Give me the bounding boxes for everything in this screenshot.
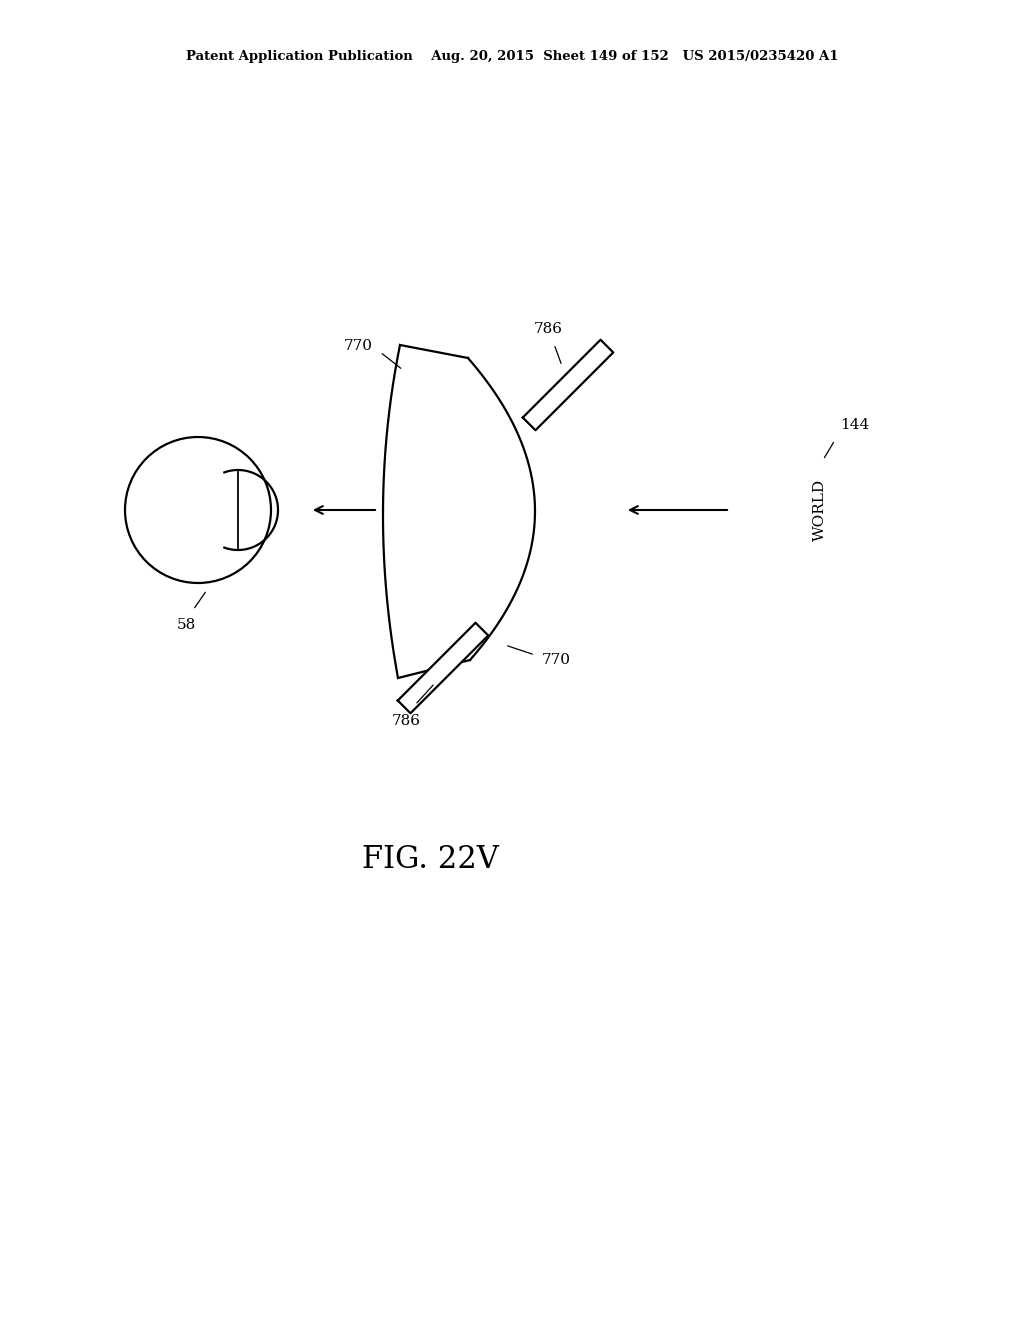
Text: WORLD: WORLD: [813, 479, 827, 541]
Text: 58: 58: [176, 618, 196, 632]
Text: 770: 770: [542, 653, 571, 667]
Polygon shape: [522, 339, 613, 430]
Text: Patent Application Publication    Aug. 20, 2015  Sheet 149 of 152   US 2015/0235: Patent Application Publication Aug. 20, …: [185, 50, 839, 63]
Text: 786: 786: [534, 322, 562, 337]
Text: 144: 144: [840, 418, 869, 432]
Polygon shape: [397, 623, 488, 713]
Text: 786: 786: [391, 714, 421, 729]
Text: 770: 770: [344, 339, 373, 352]
Text: FIG. 22V: FIG. 22V: [361, 845, 499, 875]
